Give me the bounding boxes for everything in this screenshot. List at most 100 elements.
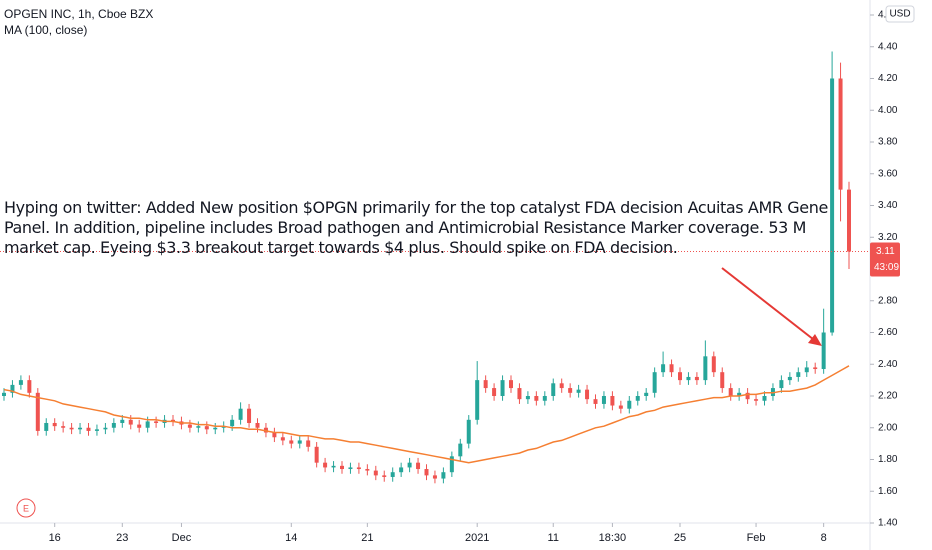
candle-body <box>154 421 159 423</box>
candle-body <box>618 405 623 409</box>
x-tick-label: 18:30 <box>599 532 627 544</box>
candle-body <box>475 380 480 420</box>
candle-body <box>247 408 252 423</box>
x-tick-label: 16 <box>49 532 61 544</box>
candle-body <box>635 396 640 401</box>
candle-body <box>610 396 615 406</box>
y-tick-label: 2.00 <box>878 422 898 433</box>
candle-body <box>728 388 733 396</box>
candle-body <box>69 427 74 430</box>
candle-body <box>669 364 674 373</box>
candle-body <box>120 419 125 423</box>
candle-body <box>568 388 573 393</box>
candle-body <box>534 396 539 401</box>
candle-body <box>796 372 801 377</box>
candle-body <box>500 380 505 396</box>
y-tick-label: 1.80 <box>878 454 898 465</box>
candle-body <box>703 356 708 381</box>
currency-button[interactable] <box>885 5 915 23</box>
annotation: Hyping on twitter: Added New position $O… <box>4 198 828 257</box>
candle-body <box>652 372 657 393</box>
candle-body <box>559 383 564 389</box>
candle-body <box>804 367 809 373</box>
candle-body <box>187 424 192 428</box>
candle-body <box>542 396 547 401</box>
candle-body <box>661 364 666 373</box>
candle-body <box>356 467 361 470</box>
candle-body <box>111 422 116 428</box>
candle-body <box>432 475 437 479</box>
candle-body <box>373 470 378 476</box>
candle-body <box>103 427 108 430</box>
x-tick-label: 21 <box>361 532 373 544</box>
candle-body <box>525 396 530 400</box>
candle-body <box>509 380 513 389</box>
candle-body <box>52 422 57 427</box>
ma-line <box>3 365 850 464</box>
candle-body <box>280 437 285 441</box>
y-tick-label: 2.60 <box>878 327 898 338</box>
candle-body <box>627 400 632 409</box>
candle-body <box>238 408 243 420</box>
candle-body <box>847 189 851 252</box>
candle-body <box>517 388 522 400</box>
candle-body <box>711 356 716 373</box>
y-tick-label: 2.40 <box>878 359 898 370</box>
y-tick-label: 3.60 <box>878 168 898 179</box>
candle-body <box>297 440 302 444</box>
candle-body <box>466 419 471 444</box>
candle-body <box>678 372 682 381</box>
y-tick-label: 3.20 <box>878 232 898 243</box>
candle-body <box>813 367 818 370</box>
x-tick-label: 25 <box>674 532 686 544</box>
x-tick-label: 8 <box>821 532 827 544</box>
arrow-shaft <box>721 267 819 344</box>
y-tick-label: 4.00 <box>878 105 898 116</box>
candle-body <box>27 380 32 393</box>
candle-body <box>61 426 66 428</box>
candle-body <box>272 432 277 438</box>
candle-body <box>10 384 15 393</box>
candle-body <box>340 465 344 470</box>
candle-body <box>416 462 421 470</box>
candle-body <box>737 392 742 396</box>
candle-body <box>762 396 767 401</box>
countdown-label: 43:09 <box>874 262 899 273</box>
candle-body <box>382 475 387 477</box>
candle-body <box>86 427 91 431</box>
event-marker[interactable] <box>16 498 36 518</box>
candle-body <box>399 467 404 473</box>
candle-body <box>390 472 395 477</box>
y-tick-label: 1.60 <box>878 486 898 497</box>
candle-body <box>331 465 336 468</box>
x-tick-label: 2021 <box>465 532 489 544</box>
x-tick-label: Dec <box>172 532 192 544</box>
candle-body <box>94 429 99 431</box>
y-tick-label: 3.80 <box>878 137 898 148</box>
candle-body <box>720 372 725 389</box>
x-tick-label: 14 <box>285 532 297 544</box>
candle-body <box>694 376 699 381</box>
candle-body <box>779 380 784 389</box>
candle-body <box>492 388 497 396</box>
candle-body <box>204 426 209 430</box>
candle-body <box>821 332 826 370</box>
x-tick-label: 23 <box>116 532 128 544</box>
y-tick-label: 2.20 <box>878 391 898 402</box>
candle-body <box>424 469 429 476</box>
candle-body <box>137 424 142 428</box>
event-marker-label[interactable]: E <box>23 503 29 513</box>
currency-label[interactable]: USD <box>889 9 910 20</box>
candle-body <box>78 427 83 430</box>
candle-body <box>745 392 750 400</box>
candle-body <box>449 456 454 473</box>
y-tick-label: 1.40 <box>878 518 898 529</box>
candle-body <box>230 419 235 427</box>
x-tick-label: Feb <box>747 532 766 544</box>
x-tick-label: 11 <box>548 532 559 544</box>
candle-body <box>306 440 311 447</box>
candle-body <box>213 427 218 430</box>
candle-body <box>196 426 201 428</box>
